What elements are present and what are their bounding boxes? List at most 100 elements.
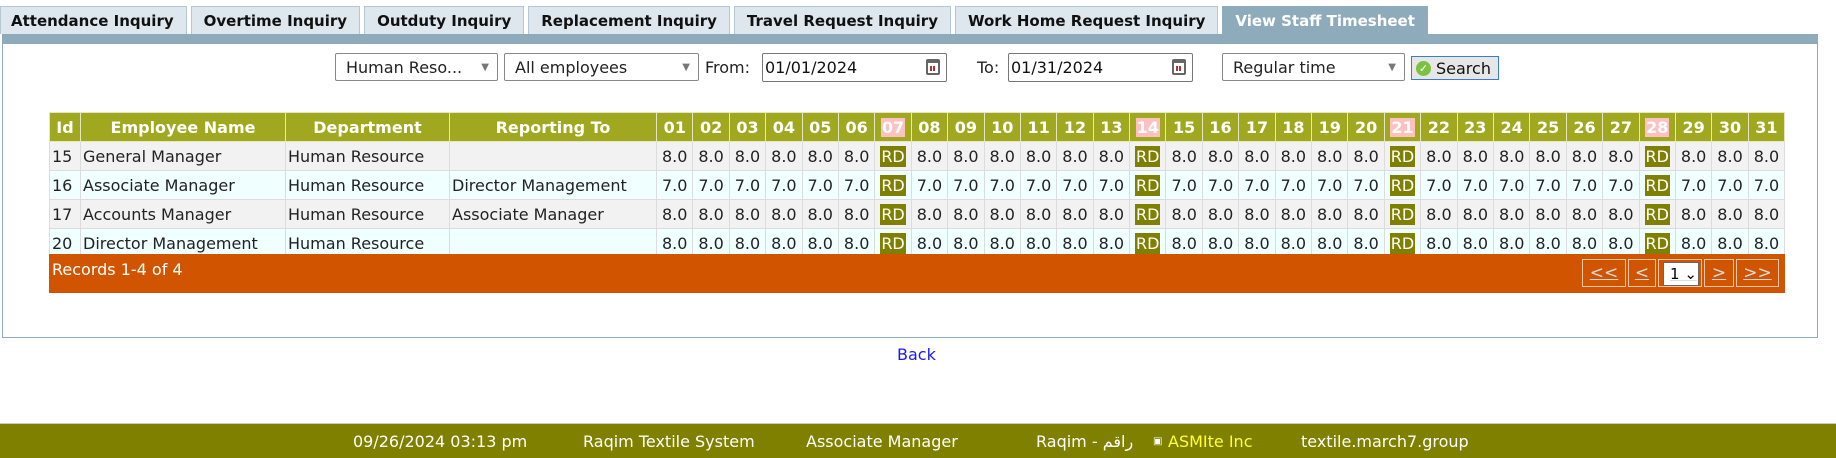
hours-value: 8.0	[1025, 204, 1052, 224]
hours-value: 8.0	[1462, 146, 1489, 166]
cell-day: 7.0	[1165, 170, 1203, 200]
to-date-input[interactable]: 01/31/2024	[1008, 53, 1193, 82]
cell-name: Associate Manager	[80, 170, 286, 200]
cell-day: 8.0	[1165, 141, 1203, 171]
day-label: 10	[991, 117, 1014, 137]
tab-outduty-inquiry[interactable]: Outduty Inquiry	[364, 6, 525, 34]
tab-travel-request-inquiry[interactable]: Travel Request Inquiry	[733, 6, 951, 34]
cell-day: RD	[1638, 170, 1676, 200]
hours-value: 7.0	[1680, 175, 1707, 195]
day-label: 02	[699, 117, 723, 137]
rest-day-badge: RD	[1389, 203, 1416, 225]
table-row[interactable]: 16 Associate Manager Human Resource Directo…	[49, 170, 1786, 200]
hours-value: 8.0	[1462, 204, 1489, 224]
department-select[interactable]: Human Reso... ▼	[335, 53, 498, 81]
hours-value: 8.0	[1062, 233, 1088, 253]
header-day: 29	[1674, 112, 1713, 142]
hours-value: 8.0	[1317, 146, 1343, 166]
hours-value: 8.0	[661, 233, 688, 253]
hours-value: 8.0	[1753, 233, 1780, 253]
rest-day-badge: RD	[880, 232, 906, 254]
hours-value: 8.0	[989, 204, 1015, 224]
cell-day: 7.0	[947, 170, 985, 200]
calendar-icon[interactable]	[1172, 59, 1186, 75]
hours-value: 7.0	[1426, 175, 1452, 195]
footer-company-link[interactable]: ASMIte Inc	[1168, 432, 1253, 451]
hours-value: 8.0	[843, 146, 870, 166]
cell-day: 8.0	[1711, 228, 1749, 258]
day-label: 25	[1536, 117, 1560, 137]
cell-day: 8.0	[1456, 141, 1494, 171]
rest-day-badge: RD	[1644, 203, 1670, 225]
cell-day: 8.0	[655, 199, 694, 229]
cell-department: Human Resource	[285, 170, 450, 200]
back-link[interactable]: Back	[897, 345, 936, 364]
cell-day: 8.0	[1492, 141, 1531, 171]
day-label: 06	[845, 117, 868, 137]
cell-day: 8.0	[692, 141, 730, 171]
cell-day: RD	[1129, 199, 1167, 229]
cell-day: 7.0	[983, 170, 1021, 200]
day-label: 13	[1100, 117, 1123, 137]
tab-attendance-inquiry[interactable]: Attendance Inquiry	[0, 6, 187, 34]
hours-value: 8.0	[1280, 204, 1307, 224]
header-day: 13	[1092, 112, 1131, 142]
footer-datetime: 09/26/2024 03:13 pm	[353, 432, 528, 451]
cell-day: 8.0	[801, 141, 839, 171]
hours-value: 8.0	[843, 233, 870, 253]
day-label: 01	[663, 117, 686, 137]
hours-value: 8.0	[1317, 204, 1343, 224]
tab-work-home-request-inquiry[interactable]: Work Home Request Inquiry	[954, 6, 1219, 34]
cell-day: RD	[1638, 228, 1676, 258]
cell-day: 7.0	[837, 170, 876, 200]
cell-day: RD	[1383, 170, 1422, 200]
header-name: Employee Name	[80, 112, 286, 142]
last-page-button[interactable]: >>	[1736, 259, 1779, 287]
page-value: 1	[1670, 265, 1680, 283]
cell-day: 8.0	[947, 199, 985, 229]
day-label: 30	[1718, 117, 1742, 137]
cell-day: 8.0	[1347, 199, 1385, 229]
hours-value: 8.0	[1753, 204, 1780, 224]
cell-day: 7.0	[1602, 170, 1640, 200]
hours-value: 7.0	[661, 175, 688, 195]
header-day: 30	[1711, 112, 1749, 142]
day-label: 27	[1609, 117, 1632, 137]
rest-day-badge: RD	[1389, 174, 1416, 196]
hours-value: 7.0	[989, 175, 1015, 195]
tab-replacement-inquiry[interactable]: Replacement Inquiry	[528, 6, 730, 34]
search-button[interactable]: ✓ Search	[1411, 56, 1499, 80]
hours-value: 8.0	[989, 233, 1015, 253]
cell-day: 8.0	[1456, 199, 1494, 229]
day-label: 17	[1245, 117, 1269, 137]
cell-day: 8.0	[1492, 199, 1531, 229]
cell-day: 8.0	[1347, 141, 1385, 171]
hours-value: 8.0	[734, 204, 761, 224]
cell-day: 8.0	[1056, 141, 1094, 171]
hours-value: 8.0	[1498, 204, 1525, 224]
table-row[interactable]: 15 General Manager Human Resource 8.0 8.0 8.0…	[49, 141, 1786, 171]
hours-value: 8.0	[807, 146, 833, 166]
first-page-button[interactable]: <<	[1582, 259, 1626, 287]
day-label: 09	[954, 117, 977, 137]
employees-select[interactable]: All employees ▼	[504, 53, 699, 81]
page-select[interactable]: 1 ⌄	[1663, 262, 1699, 286]
prev-page-button[interactable]: <	[1628, 259, 1656, 287]
from-date-input[interactable]: 01/01/2024	[762, 53, 947, 82]
hours-value: 8.0	[1571, 233, 1598, 253]
cell-day: 8.0	[728, 141, 767, 171]
hours-value: 8.0	[1571, 146, 1598, 166]
calendar-icon[interactable]	[926, 59, 940, 75]
cell-day: 8.0	[1311, 228, 1349, 258]
check-icon: ✓	[1416, 61, 1431, 76]
cell-day: 8.0	[1420, 141, 1458, 171]
time-type-select[interactable]: Regular time ▼	[1222, 53, 1405, 81]
table-row[interactable]: 17 Accounts Manager Human Resource Associat…	[49, 199, 1786, 229]
next-page-button[interactable]: >	[1704, 259, 1734, 287]
hours-value: 8.0	[698, 204, 724, 224]
tab-view-staff-timesheet[interactable]: View Staff Timesheet	[1222, 6, 1428, 35]
cell-day: 8.0	[655, 141, 694, 171]
tab-overtime-inquiry[interactable]: Overtime Inquiry	[190, 6, 361, 34]
cell-reporting: Associate Manager	[449, 199, 657, 229]
cell-day: 8.0	[837, 199, 876, 229]
